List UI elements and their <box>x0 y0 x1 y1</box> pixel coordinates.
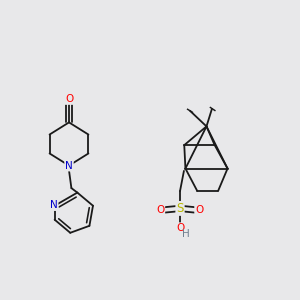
Text: O: O <box>65 94 73 104</box>
Text: S: S <box>176 202 184 215</box>
Text: H: H <box>182 229 189 238</box>
Text: O: O <box>156 205 164 215</box>
Text: O: O <box>176 223 184 233</box>
Text: O: O <box>195 205 203 215</box>
Text: N: N <box>65 160 73 171</box>
Text: N: N <box>50 200 58 210</box>
